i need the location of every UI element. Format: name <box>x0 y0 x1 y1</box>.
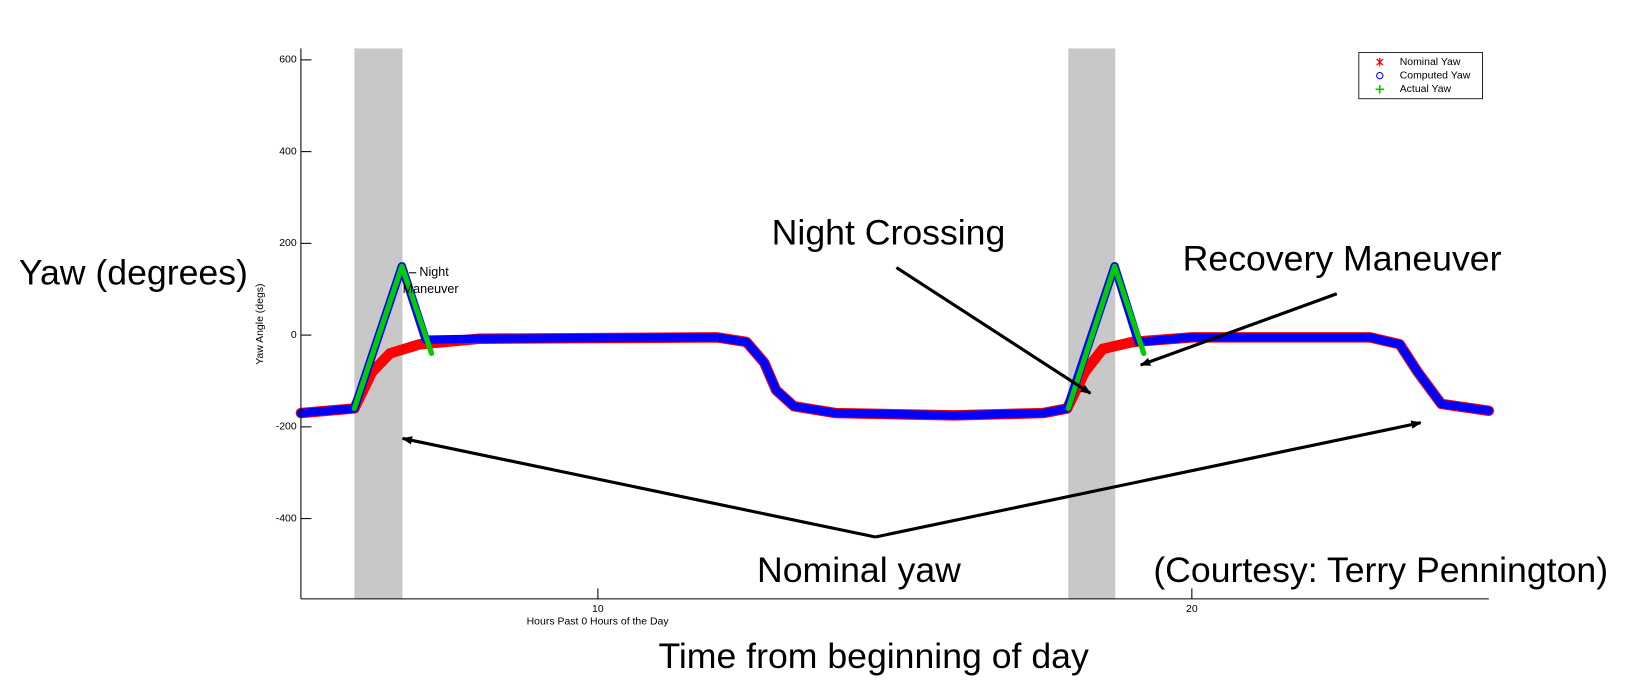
legend-entry: Nominal Yaw <box>1376 57 1461 68</box>
y-tick-label: -400 <box>276 513 297 524</box>
legend-label: Actual Yaw <box>1400 84 1452 95</box>
arrow <box>401 436 876 539</box>
series-line <box>295 332 1495 421</box>
annotation: Yaw (degrees) <box>19 252 248 292</box>
legend-label: Nominal Yaw <box>1400 57 1461 68</box>
y-tick-label: 200 <box>279 238 297 249</box>
y-tick-label: 400 <box>279 146 297 157</box>
annotation: (Courtesy: Terry Pennington) <box>1153 550 1608 590</box>
annotation: Night <box>419 265 449 279</box>
legend-entry: Actual Yaw <box>1375 84 1452 95</box>
annotation: Recovery Maneuver <box>1183 239 1502 279</box>
shaded-regions <box>354 48 1116 599</box>
y-tick-label: 0 <box>291 330 297 341</box>
series-line <box>351 263 1147 412</box>
y-tick-label: 600 <box>279 55 297 66</box>
x-tick-label: 10 <box>592 604 604 615</box>
arrow <box>1139 292 1338 367</box>
x-tick-label: 20 <box>1186 604 1198 615</box>
arrow <box>895 266 1092 395</box>
annotation: Nominal yaw <box>757 550 961 590</box>
y-tick-label: -200 <box>276 422 297 433</box>
annotation: Night Crossing <box>772 212 1006 252</box>
annotation: Time from beginning of day <box>658 636 1089 676</box>
legend-label: Computed Yaw <box>1400 70 1471 81</box>
legend-symbol <box>1376 71 1384 80</box>
arrows <box>401 266 1422 539</box>
legend-symbol <box>1376 57 1384 67</box>
legend-symbol <box>1375 85 1384 94</box>
series-line <box>296 262 1494 420</box>
annotation: Maneuver <box>403 282 459 296</box>
axes: -400 -200 0 200 400 600 10 20 <box>276 48 1489 615</box>
legend: Nominal Yaw Computed Yaw Actual Yaw <box>1358 52 1483 100</box>
plot <box>295 262 1495 421</box>
x-axis-label: Hours Past 0 Hours of the Day <box>527 617 670 628</box>
y-axis-label: Yaw Angle (degs) <box>255 284 266 365</box>
arrow <box>875 420 1422 539</box>
legend-entry: Computed Yaw <box>1376 70 1471 81</box>
